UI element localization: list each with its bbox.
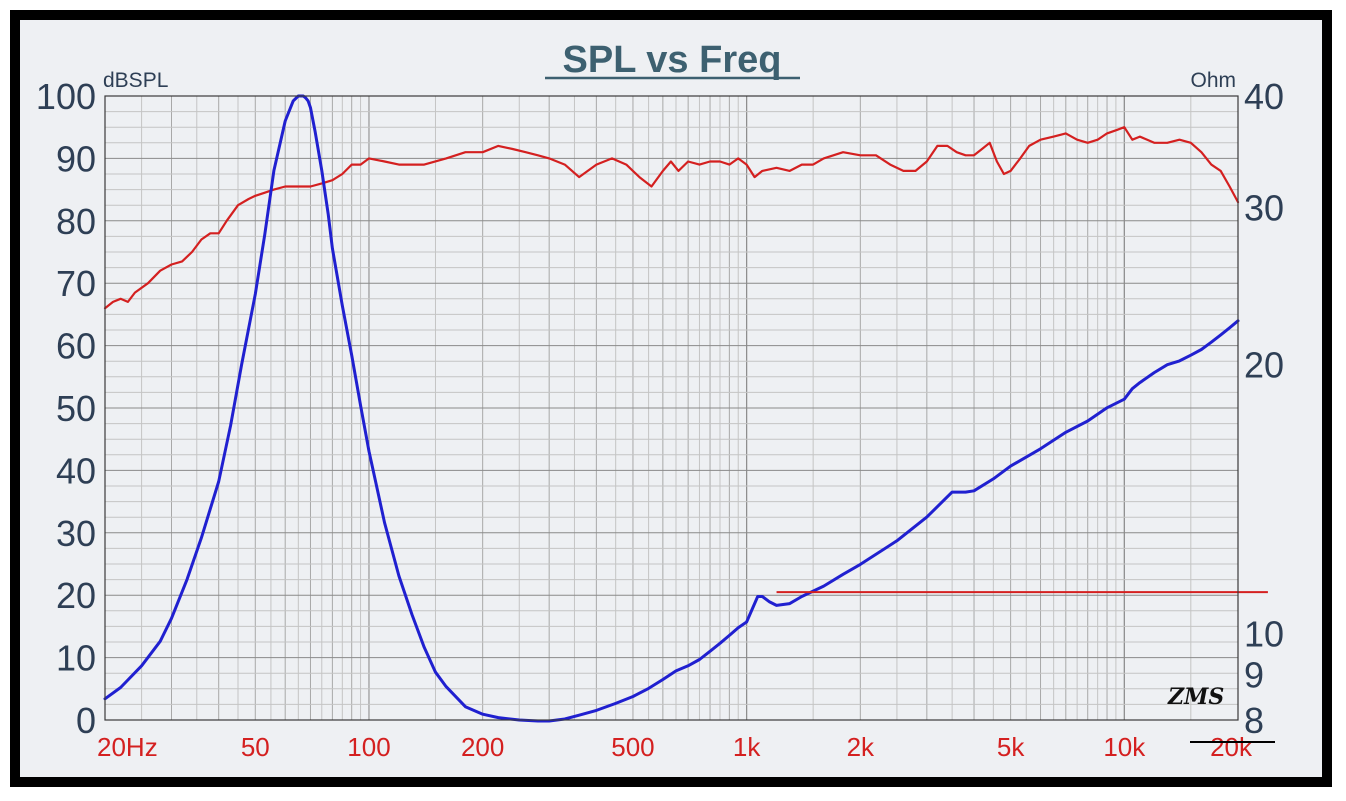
impedance-curve — [103, 94, 1240, 723]
x-axis-tick-label: 20Hz — [97, 732, 158, 762]
x-axis-tick-label: 1k — [733, 732, 761, 762]
x-axis-tick-label: 20k — [1210, 732, 1253, 762]
left-axis-tick-label: 100 — [36, 76, 96, 117]
left-axis-tick-label: 70 — [56, 263, 96, 304]
watermark-logo: ZMS — [1167, 684, 1224, 710]
right-axis-tick-label: 9 — [1244, 654, 1264, 695]
x-axis-tick-label: 10k — [1103, 732, 1146, 762]
x-axis-tick-label: 5k — [997, 732, 1025, 762]
left-axis-tick-label: 90 — [56, 138, 96, 179]
series-layer — [103, 94, 1240, 723]
plot-border — [104, 95, 1239, 721]
left-axis-tick-label: 0 — [76, 700, 96, 741]
right-axis-tick-label: 8 — [1244, 700, 1264, 741]
x-axis-tick-label: 50 — [241, 732, 270, 762]
left-axis-unit: dBSPL — [103, 69, 168, 92]
x-axis-tick-label: 500 — [611, 732, 654, 762]
x-axis-tick-label: 100 — [347, 732, 390, 762]
left-axis-tick-label: 20 — [56, 575, 96, 616]
left-axis-tick-label: 10 — [56, 638, 96, 679]
right-axis-tick-label: 20 — [1244, 345, 1284, 386]
left-axis-tick-label: 30 — [56, 513, 96, 554]
right-axis-unit: Ohm — [1190, 69, 1236, 92]
x-axis-tick-label: 200 — [461, 732, 504, 762]
left-axis-tick-label: 80 — [56, 201, 96, 242]
right-axis-tick-label: 30 — [1244, 188, 1284, 229]
chart-title: SPL vs Freq — [563, 39, 782, 81]
left-axis-tick-label: 50 — [56, 388, 96, 429]
left-axis-tick-label: 60 — [56, 326, 96, 367]
right-axis-tick-label: 40 — [1244, 76, 1284, 117]
right-axis-tick-label: 10 — [1244, 613, 1284, 654]
left-axis-tick-label: 40 — [56, 450, 96, 491]
spl-curve — [103, 126, 1240, 310]
x-axis-tick-label: 2k — [847, 732, 875, 762]
